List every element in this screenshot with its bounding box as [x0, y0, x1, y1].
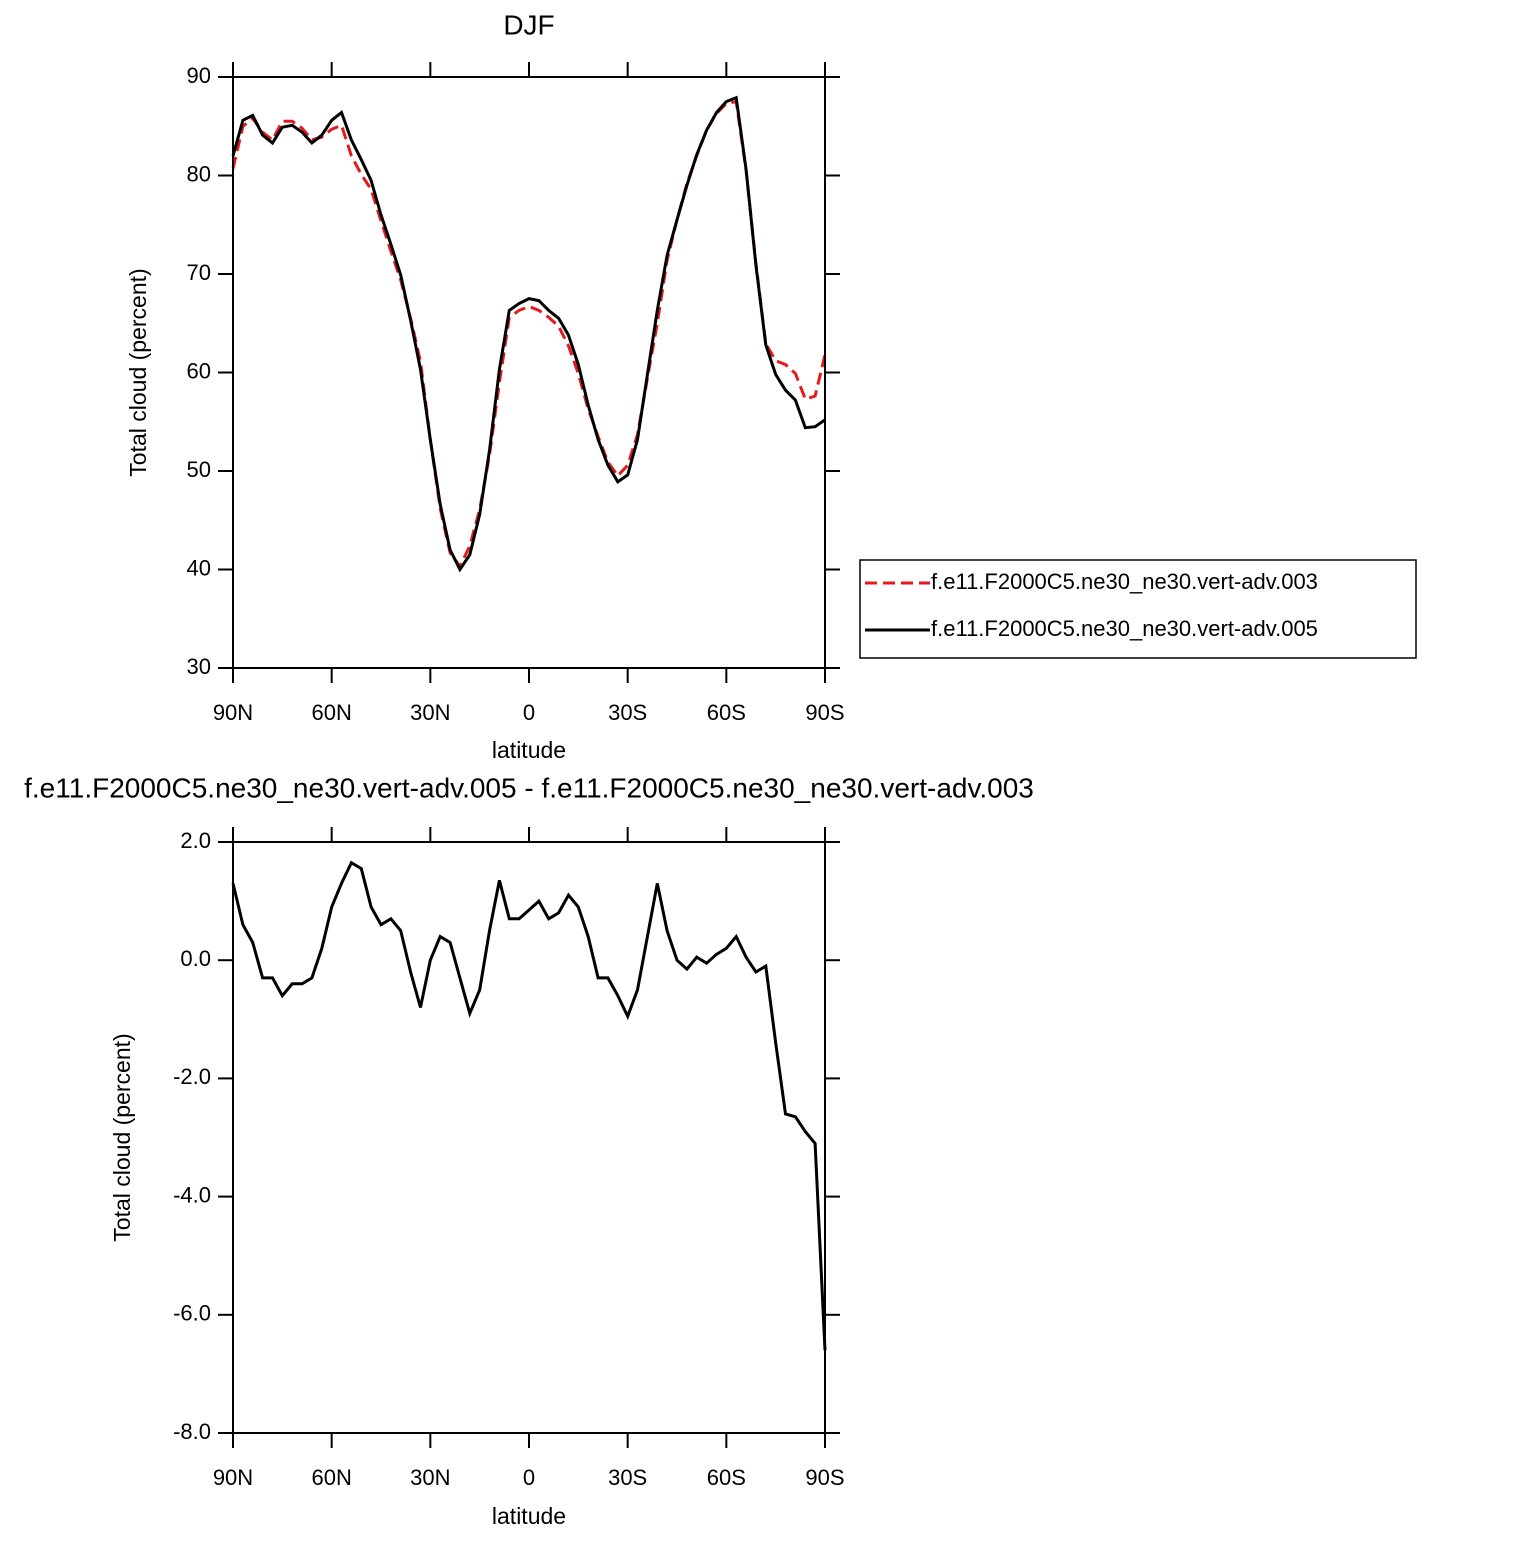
plot-frame: [232, 76, 826, 669]
legend-label: f.e11.F2000C5.ne30_ne30.vert-adv.005: [931, 616, 1318, 641]
x-tick-label: 90N: [213, 1465, 253, 1490]
x-tick-label: 90N: [213, 700, 253, 725]
x-tick-label: 30S: [608, 1465, 647, 1490]
x-tick-label: 0: [523, 1465, 535, 1490]
y-tick-label: 70: [187, 260, 211, 285]
x-tick-label: 30S: [608, 700, 647, 725]
y-tick-label: 0.0: [180, 946, 211, 971]
y-tick-label: -4.0: [173, 1182, 211, 1207]
x-tick-label: 60S: [707, 1465, 746, 1490]
y-tick-label: -2.0: [173, 1064, 211, 1089]
chart-title: DJF: [503, 9, 554, 40]
data-line: [231, 95, 826, 573]
x-tick-label: 90S: [805, 1465, 844, 1490]
x-tick-label: 30N: [410, 700, 450, 725]
legend-label: f.e11.F2000C5.ne30_ne30.vert-adv.003: [931, 569, 1318, 594]
plot-frame: [232, 841, 826, 1434]
x-tick-label: 60S: [707, 700, 746, 725]
data-line: [231, 860, 827, 1351]
x-tick-label: 60N: [311, 700, 351, 725]
y-tick-label: 50: [187, 457, 211, 482]
y-tick-label: -6.0: [173, 1301, 211, 1326]
x-axis-title: latitude: [492, 737, 566, 763]
x-tick-label: 0: [523, 700, 535, 725]
y-tick-label: 30: [187, 654, 211, 679]
y-axis-title: Total cloud (percent): [109, 1033, 135, 1241]
x-tick-label: 60N: [311, 1465, 351, 1490]
y-tick-label: 40: [187, 555, 211, 580]
chart-title: f.e11.F2000C5.ne30_ne30.vert-adv.005 - f…: [24, 772, 1034, 803]
y-tick-label: 90: [187, 63, 211, 88]
y-tick-label: 2.0: [180, 828, 211, 853]
y-tick-label: -8.0: [173, 1419, 211, 1444]
data-line: [231, 99, 827, 570]
legend: f.e11.F2000C5.ne30_ne30.vert-adv.003 f.e1…: [859, 559, 1417, 659]
y-axis-title: Total cloud (percent): [125, 268, 151, 476]
y-tick-label: 60: [187, 358, 211, 383]
x-tick-label: 30N: [410, 1465, 450, 1490]
legend-box: [859, 559, 1417, 659]
x-axis-title: latitude: [492, 1503, 566, 1529]
x-tick-label: 90S: [805, 700, 844, 725]
y-tick-label: 80: [187, 161, 211, 186]
